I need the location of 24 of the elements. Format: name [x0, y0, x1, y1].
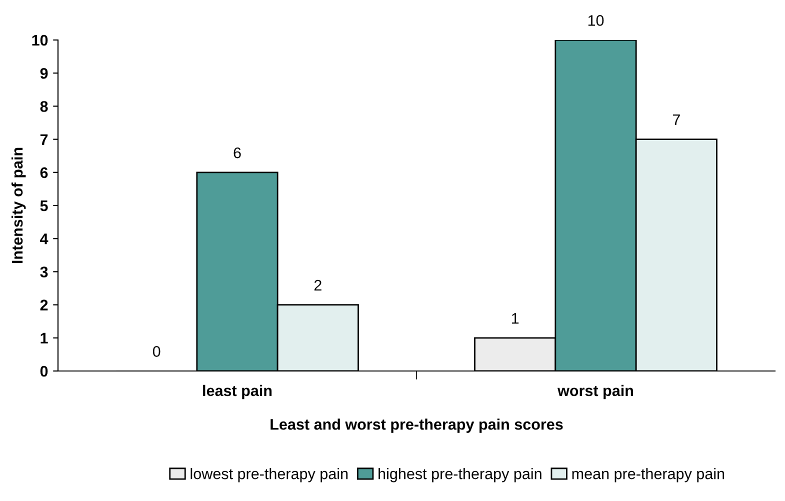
- legend-label: mean pre-therapy pain: [572, 468, 724, 482]
- data-label: 6: [234, 147, 241, 158]
- y-tick-label: 4: [40, 234, 48, 244]
- y-tick-label: 5: [40, 200, 48, 212]
- y-tick-label: 3: [40, 266, 48, 278]
- y-tick-label: 9: [40, 68, 48, 79]
- legend-label: highest pre-therapy pain: [378, 468, 542, 482]
- data-label: 7: [672, 114, 680, 126]
- data-label: 2: [314, 280, 322, 291]
- y-tick-label: 6: [40, 167, 48, 178]
- y-tick-label: 8: [40, 101, 48, 112]
- x-tick-label: least pain: [203, 384, 272, 400]
- legend-label: lowest pre-therapy pain: [190, 468, 348, 482]
- y-tick-label: 7: [40, 134, 48, 145]
- x-axis-title: Least and worst pre-therapy pain scores: [270, 418, 563, 433]
- y-tick-label: 2: [40, 300, 48, 310]
- y-tick-label: 1: [40, 332, 48, 344]
- y-tick-label: 10: [32, 34, 48, 46]
- x-tick-label: worst pain: [558, 384, 634, 400]
- data-label: 10: [588, 15, 604, 26]
- data-label: 1: [512, 313, 519, 324]
- data-label: 0: [152, 346, 160, 357]
- y-tick-label: 0: [40, 366, 48, 377]
- y-axis-title: Intensity of pain: [11, 148, 26, 264]
